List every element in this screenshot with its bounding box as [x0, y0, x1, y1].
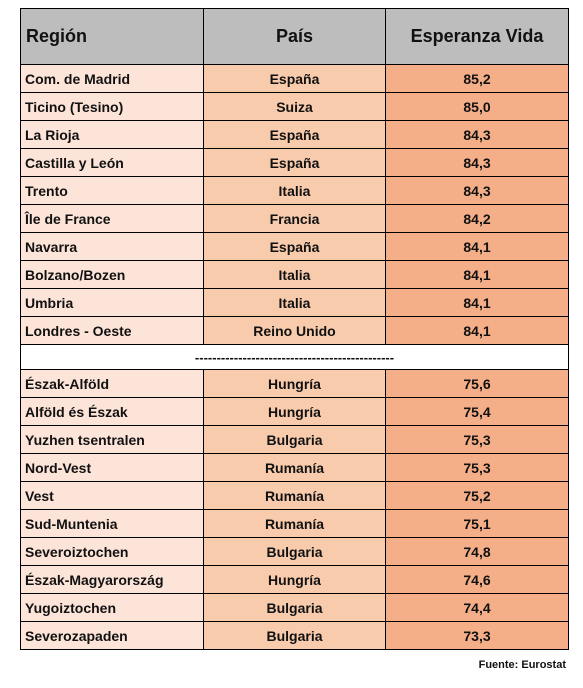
life-expectancy-table-container: Región País Esperanza Vida Com. de Madri…: [20, 8, 569, 650]
cell-pais: España: [203, 120, 386, 149]
cell-esperanza-vida: 84,2: [385, 204, 569, 233]
cell-esperanza-vida: 84,1: [385, 260, 569, 289]
cell-region: Île de France: [20, 204, 204, 233]
table-row: Észak-Alföld Hungría 75,6: [20, 369, 569, 398]
table-row: Ticino (Tesino) Suiza 85,0: [20, 92, 569, 121]
cell-region: Észak-Magyarország: [20, 565, 204, 594]
cell-region: Navarra: [20, 232, 204, 261]
table-row: Észak-Magyarország Hungría 74,6: [20, 565, 569, 594]
cell-region: Londres - Oeste: [20, 316, 204, 345]
cell-pais: Italia: [203, 288, 386, 317]
separator-row: ----------------------------------------…: [20, 344, 569, 370]
cell-pais: Italia: [203, 176, 386, 205]
cell-pais: Italia: [203, 260, 386, 289]
cell-region: Vest: [20, 481, 204, 510]
cell-pais: Rumanía: [203, 481, 386, 510]
table-body: Com. de Madrid España 85,2 Ticino (Tesino) S…: [20, 64, 569, 650]
cell-esperanza-vida: 84,3: [385, 120, 569, 149]
cell-pais: Rumanía: [203, 509, 386, 538]
cell-esperanza-vida: 73,3: [385, 621, 569, 650]
cell-region: Nord-Vest: [20, 453, 204, 482]
cell-region: Yugoiztochen: [20, 593, 204, 622]
cell-pais: España: [203, 64, 386, 93]
cell-pais: Hungría: [203, 397, 386, 426]
cell-esperanza-vida: 85,0: [385, 92, 569, 121]
cell-esperanza-vida: 74,8: [385, 537, 569, 566]
cell-esperanza-vida: 84,1: [385, 288, 569, 317]
table-row: Umbria Italia 84,1: [20, 288, 569, 317]
cell-region: Yuzhen tsentralen: [20, 425, 204, 454]
cell-region: Alföld és Észak: [20, 397, 204, 426]
table-row: Severoiztochen Bulgaria 74,8: [20, 537, 569, 566]
table-row: Alföld és Észak Hungría 75,4: [20, 397, 569, 426]
table-row: Vest Rumanía 75,2: [20, 481, 569, 510]
header-esperanza-vida: Esperanza Vida: [385, 8, 569, 65]
cell-pais: Bulgaria: [203, 425, 386, 454]
cell-region: Trento: [20, 176, 204, 205]
table-row: Bolzano/Bozen Italia 84,1: [20, 260, 569, 289]
cell-region: Umbria: [20, 288, 204, 317]
source-note: Fuente: Eurostat: [478, 659, 566, 671]
table-row: Com. de Madrid España 85,2: [20, 64, 569, 93]
cell-esperanza-vida: 75,6: [385, 369, 569, 398]
cell-esperanza-vida: 74,4: [385, 593, 569, 622]
cell-region: Castilla y León: [20, 148, 204, 177]
cell-region: Sud-Muntenia: [20, 509, 204, 538]
table-row: Castilla y León España 84,3: [20, 148, 569, 177]
header-region: Región: [20, 8, 204, 65]
cell-region: Severozapaden: [20, 621, 204, 650]
cell-esperanza-vida: 84,3: [385, 148, 569, 177]
cell-region: Com. de Madrid: [20, 64, 204, 93]
table-row: Trento Italia 84,3: [20, 176, 569, 205]
cell-region: Bolzano/Bozen: [20, 260, 204, 289]
cell-esperanza-vida: 75,1: [385, 509, 569, 538]
cell-pais: Reino Unido: [203, 316, 386, 345]
cell-pais: Suiza: [203, 92, 386, 121]
cell-esperanza-vida: 75,3: [385, 453, 569, 482]
cell-esperanza-vida: 84,3: [385, 176, 569, 205]
cell-region: Ticino (Tesino): [20, 92, 204, 121]
header-pais: País: [203, 8, 386, 65]
table-row: La Rioja España 84,3: [20, 120, 569, 149]
cell-esperanza-vida: 84,1: [385, 316, 569, 345]
cell-pais: Bulgaria: [203, 621, 386, 650]
table-header-row: Región País Esperanza Vida: [20, 8, 569, 65]
cell-esperanza-vida: 74,6: [385, 565, 569, 594]
separator-dashes: ----------------------------------------…: [20, 344, 569, 370]
cell-pais: Bulgaria: [203, 593, 386, 622]
cell-region: Severoiztochen: [20, 537, 204, 566]
table-row: Yuzhen tsentralen Bulgaria 75,3: [20, 425, 569, 454]
cell-pais: Bulgaria: [203, 537, 386, 566]
table-row: Sud-Muntenia Rumanía 75,1: [20, 509, 569, 538]
cell-region: La Rioja: [20, 120, 204, 149]
table-row: Navarra España 84,1: [20, 232, 569, 261]
cell-esperanza-vida: 75,4: [385, 397, 569, 426]
cell-esperanza-vida: 75,3: [385, 425, 569, 454]
table-row: Île de France Francia 84,2: [20, 204, 569, 233]
table-row: Londres - Oeste Reino Unido 84,1: [20, 316, 569, 345]
cell-pais: España: [203, 232, 386, 261]
cell-pais: España: [203, 148, 386, 177]
cell-esperanza-vida: 75,2: [385, 481, 569, 510]
table-row: Nord-Vest Rumanía 75,3: [20, 453, 569, 482]
cell-pais: Rumanía: [203, 453, 386, 482]
cell-pais: Hungría: [203, 565, 386, 594]
cell-esperanza-vida: 85,2: [385, 64, 569, 93]
table-row: Severozapaden Bulgaria 73,3: [20, 621, 569, 650]
cell-pais: Hungría: [203, 369, 386, 398]
life-expectancy-table: Región País Esperanza Vida Com. de Madri…: [20, 8, 569, 650]
cell-region: Észak-Alföld: [20, 369, 204, 398]
cell-esperanza-vida: 84,1: [385, 232, 569, 261]
table-row: Yugoiztochen Bulgaria 74,4: [20, 593, 569, 622]
cell-pais: Francia: [203, 204, 386, 233]
